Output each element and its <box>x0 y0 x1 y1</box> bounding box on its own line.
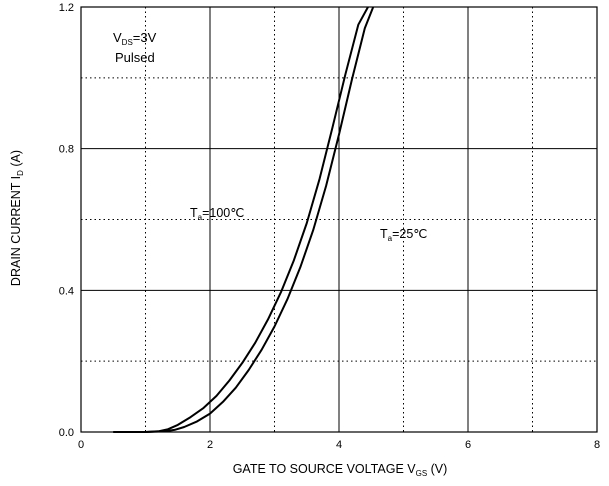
series-label-25c: Ta=25℃ <box>380 227 427 243</box>
series-100c-symbol: T <box>190 206 198 220</box>
curve-ta-25c <box>113 6 375 433</box>
x-tick-label: 6 <box>465 439 471 451</box>
y-axis-label-main: DRAIN CURRENT I <box>9 176 23 286</box>
x-tick-label: 4 <box>336 439 342 451</box>
vds-value: =3V <box>133 30 157 45</box>
series-100c-value: =100℃ <box>202 206 244 220</box>
y-axis-label: DRAIN CURRENT ID (A) <box>9 150 25 286</box>
series-25c-subscript: a <box>388 234 393 243</box>
y-axis-label-sub: D <box>16 170 25 176</box>
y-tick-label: 0.0 <box>59 427 74 439</box>
y-tick-label: 0.8 <box>59 144 74 156</box>
y-axis-label-unit: (A) <box>9 150 23 170</box>
major-grid <box>81 7 597 432</box>
x-axis-label-sub: GS <box>416 469 428 478</box>
x-tick-label: 2 <box>207 439 213 451</box>
y-tick-label: 0.4 <box>59 285 74 297</box>
series-25c-symbol: T <box>380 227 388 241</box>
plot-frame <box>80 6 598 433</box>
x-axis-label-unit: (V) <box>427 462 447 476</box>
y-tick-labels: 0.0 0.4 0.8 1.2 <box>59 2 74 439</box>
series-100c-subscript: a <box>198 213 203 222</box>
y-tick-label: 1.2 <box>59 2 74 14</box>
x-axis-label-main: GATE TO SOURCE VOLTAGE V <box>233 462 417 476</box>
data-curves <box>113 6 375 433</box>
x-axis-label: GATE TO SOURCE VOLTAGE VGS (V) <box>233 462 448 478</box>
pulsed-label: Pulsed <box>115 50 155 65</box>
series-label-100c: Ta=100℃ <box>190 206 244 222</box>
x-tick-labels: 0 2 4 6 8 <box>78 439 600 451</box>
vds-condition-label: VDS=3V <box>113 30 157 47</box>
curve-ta-100c <box>113 6 369 433</box>
series-25c-value: =25℃ <box>392 227 427 241</box>
vds-symbol: V <box>113 30 122 45</box>
x-tick-label: 0 <box>78 439 84 451</box>
vds-subscript: DS <box>122 38 133 47</box>
x-tick-label: 8 <box>594 439 600 451</box>
